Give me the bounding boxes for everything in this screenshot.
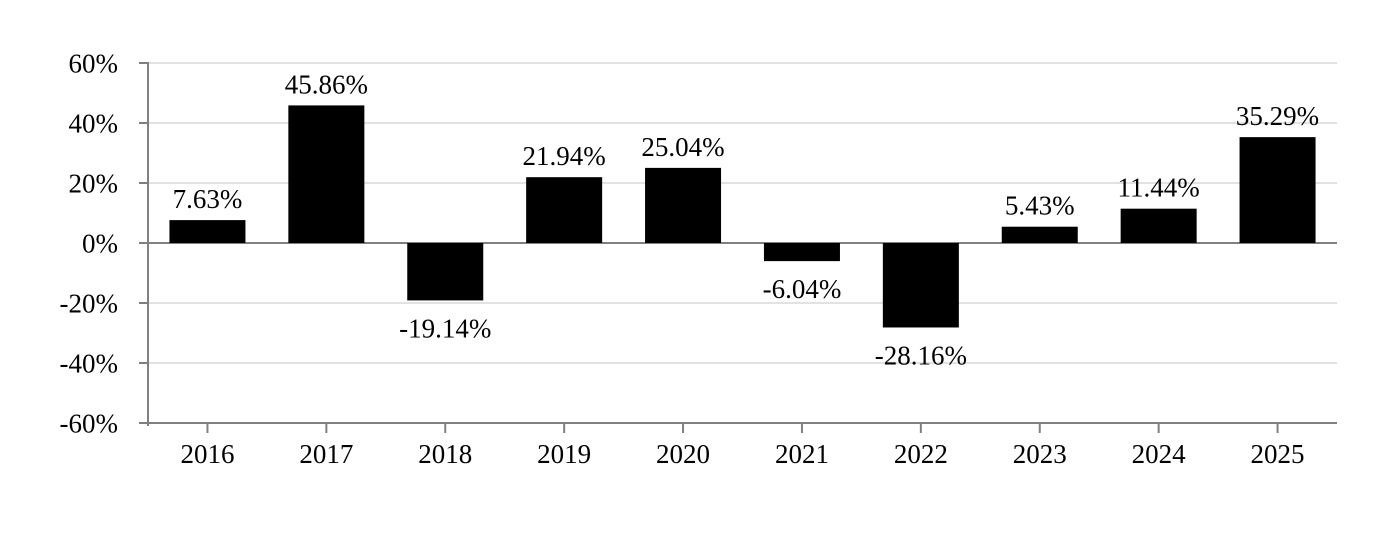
x-axis-label-2018: 2018 — [418, 439, 472, 469]
bar-2017 — [288, 105, 365, 243]
x-axis-label-2023: 2023 — [1013, 439, 1067, 469]
bar-value-label: -28.16% — [875, 340, 967, 370]
y-tick-label: 40% — [69, 109, 119, 139]
bar-value-label: 25.04% — [641, 132, 724, 162]
bar-2019 — [526, 177, 603, 243]
x-axis-label-2017: 2017 — [299, 439, 353, 469]
y-tick-label: 0% — [82, 229, 118, 259]
bar-2018 — [407, 243, 484, 301]
x-axis-label-2016: 2016 — [180, 439, 234, 469]
bar-value-label: 11.44% — [1118, 173, 1200, 203]
y-tick-label: -40% — [60, 349, 118, 379]
y-tick-label: -60% — [60, 409, 118, 439]
x-axis-label-2025: 2025 — [1251, 439, 1305, 469]
bar-value-label: -6.04% — [763, 274, 842, 304]
bar-value-label: 5.43% — [1005, 191, 1075, 221]
bar-value-label: -19.14% — [399, 313, 491, 343]
bar-2021 — [763, 243, 840, 262]
y-tick-label: 20% — [69, 169, 119, 199]
x-axis-label-2019: 2019 — [537, 439, 591, 469]
x-axis-label-2022: 2022 — [894, 439, 948, 469]
bar-value-label: 21.94% — [523, 141, 606, 171]
bar-2020 — [645, 167, 722, 243]
x-axis-label-2024: 2024 — [1132, 439, 1187, 469]
x-axis-label-2020: 2020 — [656, 439, 710, 469]
y-tick-label: -20% — [60, 289, 118, 319]
x-axis-label-2021: 2021 — [775, 439, 829, 469]
bar-2025 — [1239, 137, 1316, 243]
bar-value-label: 45.86% — [285, 69, 368, 99]
bar-value-label: 7.63% — [173, 184, 243, 214]
bar-2023 — [1001, 226, 1078, 243]
y-tick-label: 60% — [69, 49, 119, 79]
bar-2016 — [169, 220, 246, 243]
bar-2024 — [1120, 208, 1197, 243]
bar-2022 — [882, 243, 959, 328]
bar-value-label: 35.29% — [1236, 101, 1319, 131]
